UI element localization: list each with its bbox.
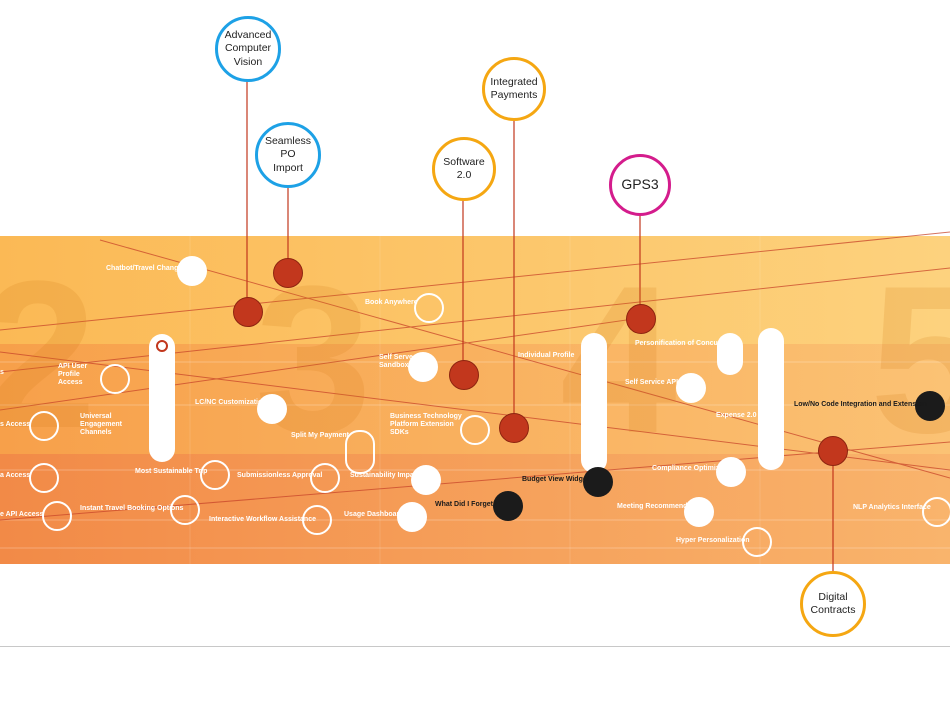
label-universal: Universal Engagement Channels <box>80 413 123 437</box>
ring-hyper <box>742 527 772 557</box>
label-usage: Usage Dashboards <box>344 511 408 518</box>
circle-self-service-api <box>676 373 706 403</box>
callout-software-2: Software 2.0 <box>432 137 496 201</box>
label-book-anywhere: Book Anywhere <box>365 299 418 306</box>
pill-dot-red-ring <box>156 340 168 352</box>
label-meeting: Meeting Recommender <box>617 503 695 510</box>
label-access2: a Access <box>0 472 31 479</box>
ring-book-anywhere <box>414 293 444 323</box>
callout-digital-contracts: Digital Contracts <box>800 571 866 637</box>
ring-api-user <box>100 364 130 394</box>
big-number-3: 3 <box>255 242 372 477</box>
circle-compliance <box>716 457 746 487</box>
black-marker-forget <box>493 491 523 521</box>
black-marker-budget <box>583 467 613 497</box>
ring-interactive <box>302 505 332 535</box>
label-self-service-api: Self Service API <box>625 379 679 386</box>
pill-year-marker-left <box>149 334 175 462</box>
ring-most-sustainable <box>200 460 230 490</box>
ring-nlp <box>922 497 950 527</box>
band-top <box>0 236 950 344</box>
label-low-no-code: Low/No Code Integration and Extension <box>794 401 927 408</box>
band-bottom <box>0 454 950 564</box>
circle-usage <box>397 502 427 532</box>
big-number-5: 5 <box>870 242 950 477</box>
callout-integrated-payments: Integrated Payments <box>482 57 546 121</box>
label-business-tech: Business Technology Platform Extension S… <box>390 413 462 437</box>
label-cut-s: s <box>0 369 4 376</box>
label-split-payment: Split My Payment <box>291 432 349 439</box>
label-interactive: Interactive Workflow Assistance <box>209 516 316 523</box>
circle-meeting <box>684 497 714 527</box>
red-marker-software <box>449 360 479 390</box>
label-compliance: Compliance Optimizer <box>652 465 726 472</box>
ring-instant-travel <box>170 495 200 525</box>
red-marker-po <box>273 258 303 288</box>
callout-gps3: GPS3 <box>609 154 671 216</box>
label-submissionless: Submissionless Approval <box>237 472 323 479</box>
label-personification: Personification of Concur <box>635 340 721 347</box>
callout-seamless-po-import: Seamless PO Import <box>255 122 321 188</box>
label-api-access: e API Access <box>0 511 44 518</box>
label-instant-travel: Instant Travel Booking Options <box>80 505 184 512</box>
label-chatbot: Chatbot/Travel Changes <box>106 265 187 272</box>
label-expense2: Expense 2.0 <box>716 412 757 419</box>
callout-advanced-computer-vision: Advanced Computer Vision <box>215 16 281 82</box>
pill-year-marker-mid <box>581 333 607 473</box>
circle-lcnc <box>257 394 287 424</box>
label-most-sustainable: Most Sustainable Trip <box>135 468 208 475</box>
label-lcnc: LC/NC Customization <box>195 399 267 406</box>
pill-year-marker-right-short <box>717 333 743 375</box>
label-what-forget: What Did I Forget? <box>435 501 498 508</box>
label-nlp: NLP Analytics Interface <box>853 504 931 511</box>
label-individual: Individual Profile <box>518 352 575 359</box>
footer-divider <box>0 646 950 647</box>
pill-split-payment <box>345 430 375 474</box>
big-number-4: 4 <box>560 242 677 477</box>
label-self-serve: Self Serve Sandbox <box>379 354 413 370</box>
label-api-user: API User Profile Access <box>58 363 88 387</box>
red-marker-gps3 <box>626 304 656 334</box>
circle-chatbot <box>177 256 207 286</box>
black-marker-low-no-code <box>915 391 945 421</box>
ring-access2 <box>29 463 59 493</box>
label-access1: s Access <box>0 421 31 428</box>
label-sustainability: Sustainability Impact <box>350 472 421 479</box>
red-marker-contracts <box>818 436 848 466</box>
circle-self-serve <box>408 352 438 382</box>
circle-sustainability <box>411 465 441 495</box>
ring-access1 <box>29 411 59 441</box>
label-budget-widget: Budget View Widget <box>522 476 590 483</box>
red-marker-vision <box>233 297 263 327</box>
ring-api-access <box>42 501 72 531</box>
pill-year-marker-right <box>758 328 784 470</box>
ring-business-tech <box>460 415 490 445</box>
label-hyper: Hyper Personalization <box>676 537 750 544</box>
ring-submissionless <box>310 463 340 493</box>
red-marker-payments <box>499 413 529 443</box>
